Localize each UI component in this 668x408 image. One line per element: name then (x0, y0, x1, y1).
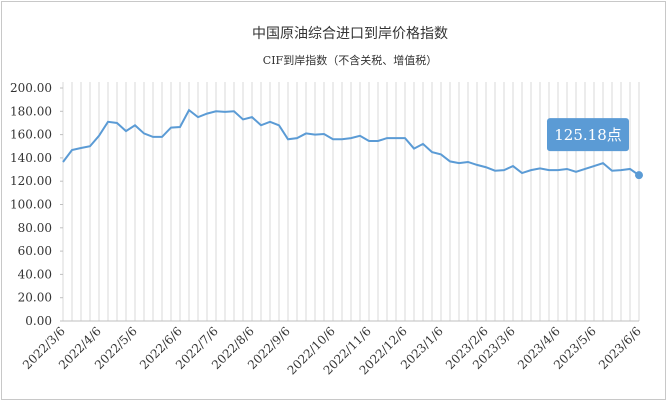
y-tick-label: 100.00 (10, 198, 52, 212)
y-tick-label: 80.00 (18, 221, 52, 235)
y-tick-label: 180.00 (10, 104, 52, 118)
y-tick-label: 40.00 (18, 267, 52, 281)
data-line (62, 108, 640, 176)
y-tick-label: 140.00 (10, 151, 52, 165)
y-tick-label: 200.00 (10, 81, 52, 95)
y-tick-label: 0.00 (25, 314, 52, 328)
y-tick-label: 20.00 (18, 291, 52, 305)
chart-title: 中国原油综合进口到岸价格指数 (252, 26, 448, 42)
chart-subtitle: CIF到岸指数（不含关税、增值税） (263, 53, 437, 67)
callout-box (547, 118, 629, 152)
data-point (635, 171, 643, 180)
y-tick-label: 160.00 (10, 128, 52, 142)
data-label: 125.18点 (554, 126, 622, 144)
y-tick-label: 120.00 (10, 174, 52, 188)
y-tick-label: 60.00 (18, 244, 52, 258)
